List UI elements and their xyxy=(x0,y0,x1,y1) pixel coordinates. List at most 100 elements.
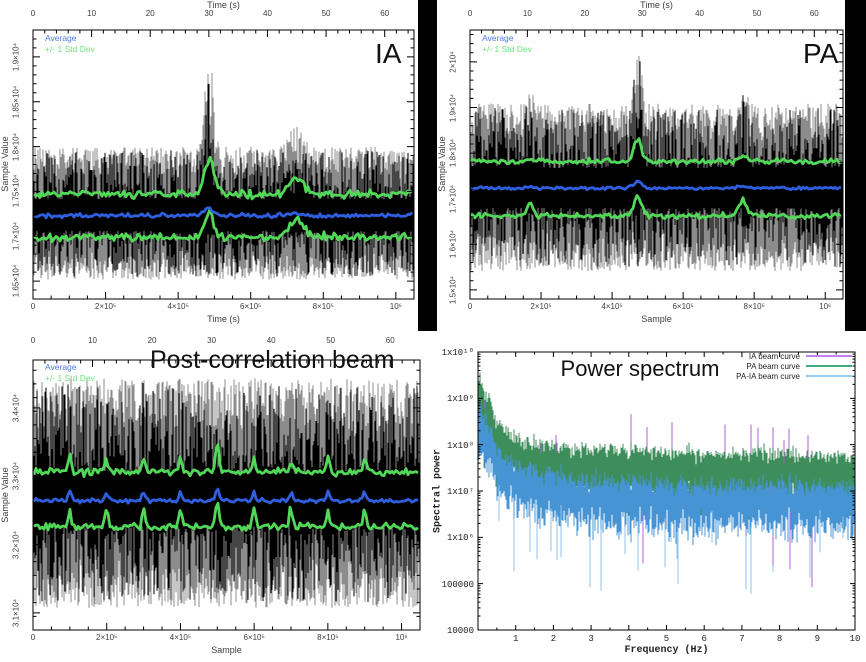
post-legend-average: Average xyxy=(45,362,77,372)
tick-label: 1.9×10⁴ xyxy=(448,93,458,122)
black-divider-right xyxy=(845,0,866,331)
legend-item-paia: PA-IA beam curve xyxy=(736,371,852,381)
tick-label: 60 xyxy=(380,9,390,18)
legend-swatch-paia xyxy=(806,375,852,377)
pa-top-axis-title: Time (s) xyxy=(640,0,673,10)
legend-item-pa: PA beam curve xyxy=(736,361,852,371)
pa-plot-canvas xyxy=(469,29,844,300)
panel-power-spectrum: Power spectrum IA beam curve PA beam cur… xyxy=(430,335,866,662)
tick-label: 40 xyxy=(263,9,272,18)
tick-label: 7 xyxy=(739,634,745,644)
legend-item-ia: IA beam curve xyxy=(736,351,852,361)
tick-label: 3.2×10⁴ xyxy=(11,530,21,559)
tick-label: 1.8×10⁴ xyxy=(11,132,21,161)
tick-label: 1.75×10⁴ xyxy=(11,175,21,208)
tick-label: 30 xyxy=(207,336,217,345)
tick-label: 4×10⁵ xyxy=(169,633,192,642)
post-bottom-axis-title: Sample xyxy=(211,645,242,655)
tick-label: 0 xyxy=(30,633,36,642)
tick-label: 1x10⁶ xyxy=(446,533,474,544)
tick-label: 60 xyxy=(385,336,395,345)
tick-label: 6 xyxy=(701,634,707,644)
tick-label: 50 xyxy=(321,9,331,18)
tick-label: 2×10⁵ xyxy=(530,302,552,311)
ia-plot-canvas xyxy=(32,29,415,300)
tick-label: 4×10⁵ xyxy=(167,302,189,311)
tick-label: 6×10⁵ xyxy=(240,302,262,311)
tick-label: 40 xyxy=(695,9,704,18)
power-spectrum-x-axis-title: Frequency (Hz) xyxy=(624,645,709,656)
panel-ia: Time (s) Sample Value Average +/- 1 Std … xyxy=(0,0,418,335)
tick-label: 3 xyxy=(588,634,594,644)
tick-label: 1.8×10⁴ xyxy=(448,139,458,168)
tick-label: 0 xyxy=(467,9,473,18)
tick-label: 1.7×10⁴ xyxy=(11,222,21,251)
pa-legend-average: Average xyxy=(482,33,514,43)
tick-label: 3.4×10⁴ xyxy=(11,393,21,422)
tick-label: 1x10⁸ xyxy=(446,440,474,451)
tick-label: 8 xyxy=(776,634,783,644)
pa-legend-stddev: +/- 1 Std Dev xyxy=(482,44,532,54)
ia-legend-stddev: +/- 1 Std Dev xyxy=(45,44,95,54)
tick-label: 40 xyxy=(266,336,276,345)
tick-label: 8×10⁵ xyxy=(317,633,339,642)
ia-top-axis-title: Time (s) xyxy=(207,0,240,10)
tick-label: 10 xyxy=(849,634,861,644)
pa-y-axis-title: Sample Value xyxy=(437,136,447,192)
tick-label: 10 xyxy=(88,336,97,345)
tick-label: 100000 xyxy=(441,579,474,590)
tick-label: 60 xyxy=(809,9,819,18)
tick-label: 1x10¹⁰ xyxy=(441,348,474,358)
legend-label-pa: PA beam curve xyxy=(746,361,800,371)
tick-label: 2 xyxy=(550,634,557,644)
tick-label: 1 xyxy=(512,634,519,644)
power-spectrum-canvas xyxy=(477,351,856,631)
tick-label: 10⁶ xyxy=(395,633,408,642)
tick-label: 30 xyxy=(637,9,647,18)
black-divider-middle xyxy=(418,0,437,331)
tick-label: 0 xyxy=(30,336,36,345)
power-spectrum-title: Power spectrum xyxy=(560,356,720,381)
tick-label: 1x10⁹ xyxy=(446,394,474,405)
tick-label: 3.1×10⁴ xyxy=(11,598,21,627)
ia-legend: Average +/- 1 Std Dev xyxy=(45,33,95,55)
tick-label: 20 xyxy=(580,9,590,18)
post-plot-canvas xyxy=(32,359,421,631)
panel-pa: Time (s) Sample Value Average +/- 1 Std … xyxy=(437,0,845,335)
legend-swatch-pa xyxy=(806,365,852,367)
legend-label-paia: PA-IA beam curve xyxy=(736,371,800,381)
tick-label: 0 xyxy=(30,9,36,18)
tick-label: 2×10⁴ xyxy=(448,51,458,73)
tick-label: 6×10⁵ xyxy=(243,633,265,642)
tick-label: 6×10⁵ xyxy=(672,302,694,311)
tick-label: 0 xyxy=(467,302,473,311)
tick-label: 1.5×10⁴ xyxy=(448,275,458,304)
ia-bottom-axis-title: Time (s) xyxy=(207,314,240,324)
tick-label: 1.85×10⁴ xyxy=(11,85,21,119)
tick-label: 2×10⁵ xyxy=(94,302,117,311)
tick-label: 10 xyxy=(522,9,532,18)
tick-label: 3.3×10⁴ xyxy=(11,462,21,491)
tick-label: 1.6×10⁴ xyxy=(448,230,458,259)
pa-panel-label: PA xyxy=(803,38,839,69)
tick-label: 20 xyxy=(147,336,157,345)
tick-label: 1.65×10⁴ xyxy=(11,264,21,298)
tick-label: 1.9×10⁴ xyxy=(11,42,21,71)
tick-label: 9 xyxy=(814,634,820,644)
tick-label: 10⁶ xyxy=(389,302,402,311)
tick-label: 50 xyxy=(326,336,336,345)
pa-legend: Average +/- 1 Std Dev xyxy=(482,33,532,55)
post-panel-title: Post-correlation beam xyxy=(150,346,395,374)
post-y-axis-title: Sample Value xyxy=(0,467,10,523)
tick-label: 4×10⁵ xyxy=(601,302,623,311)
tick-label: 1.7×10⁴ xyxy=(448,184,458,213)
post-legend-stddev: +/- 1 Std Dev xyxy=(45,373,95,383)
ia-y-axis-title: Sample Value xyxy=(0,136,10,192)
ia-legend-average: Average xyxy=(45,33,77,43)
tick-label: 50 xyxy=(752,9,762,18)
tick-label: 10⁶ xyxy=(819,302,832,311)
tick-label: 20 xyxy=(145,9,155,18)
ia-panel-label: IA xyxy=(375,38,402,69)
tick-label: 10 xyxy=(87,9,97,18)
